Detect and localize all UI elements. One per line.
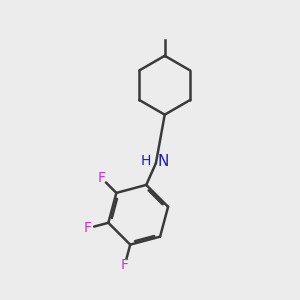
Text: F: F [98, 171, 105, 185]
Text: N: N [158, 154, 169, 169]
Text: F: F [84, 221, 92, 235]
Text: H: H [140, 154, 151, 168]
Text: F: F [121, 258, 129, 272]
